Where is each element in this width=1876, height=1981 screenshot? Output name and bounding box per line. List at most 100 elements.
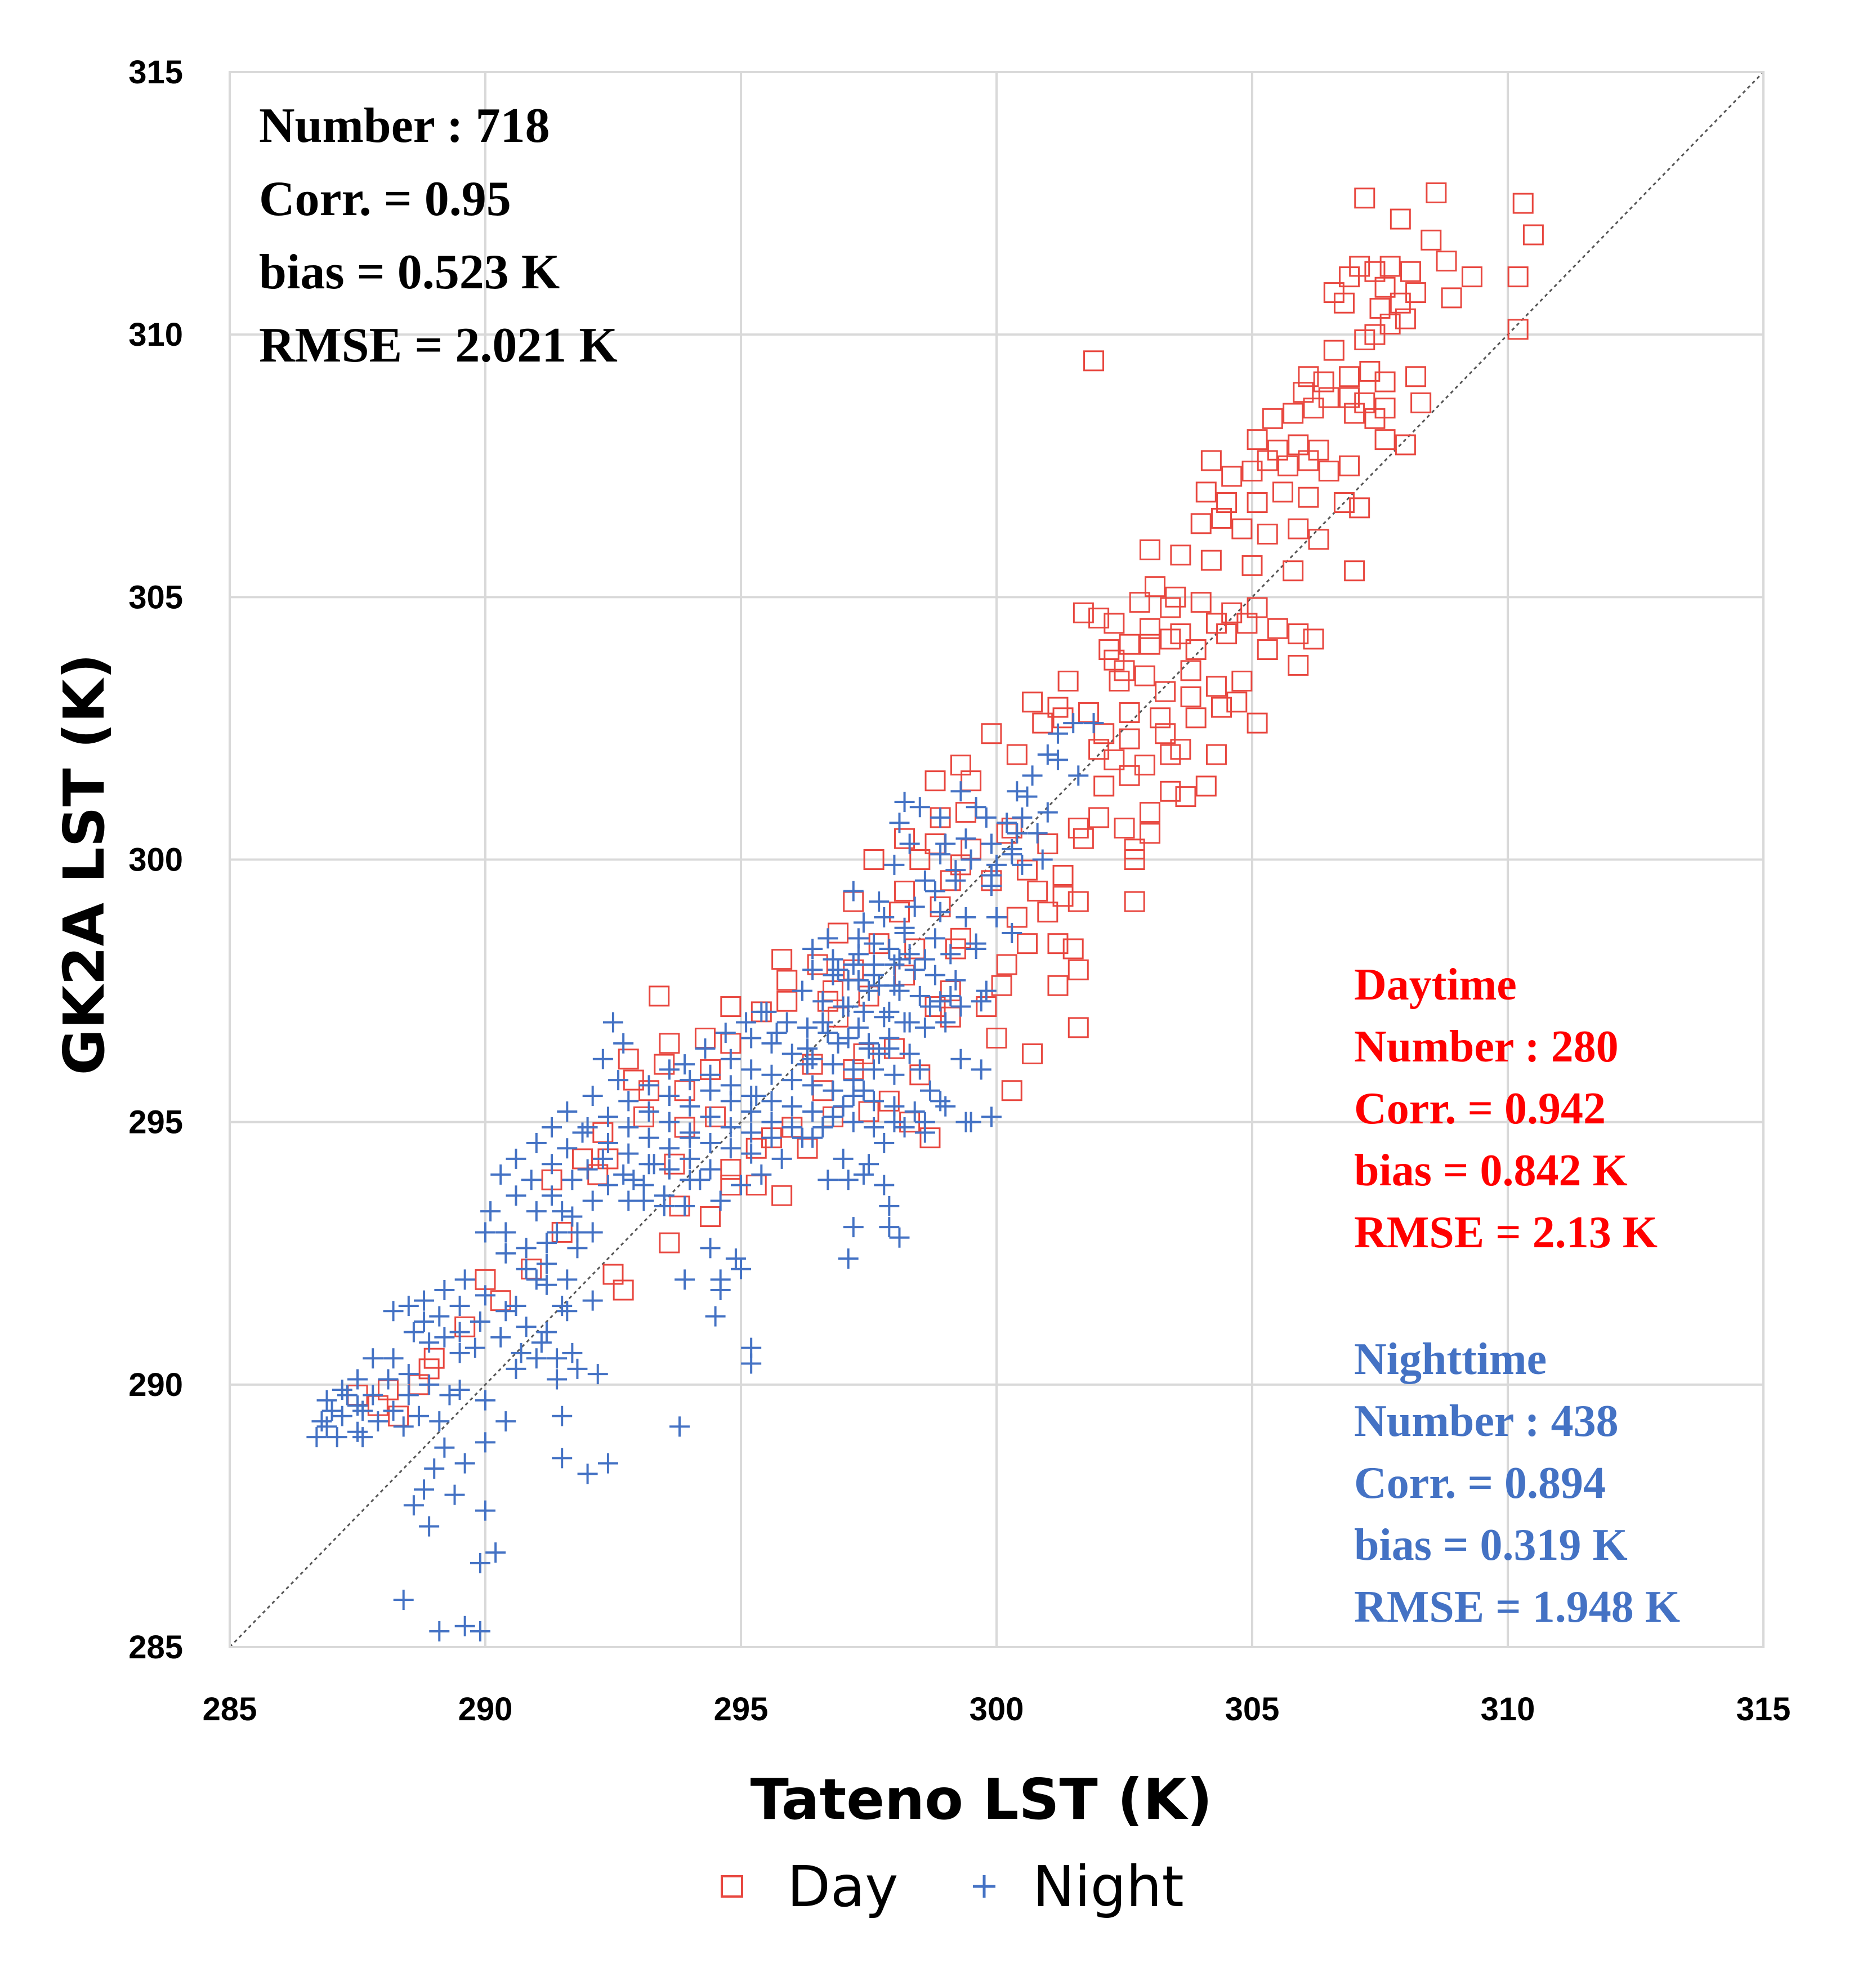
night-point [592,1148,613,1169]
night-point [434,1437,455,1458]
day-point [1139,633,1160,655]
night-point [633,1190,654,1211]
night-point [823,1054,843,1075]
day-point [1374,276,1396,298]
night-point [542,1117,562,1137]
night-point [1002,838,1022,859]
night-point [950,1048,971,1069]
day-point [1175,786,1196,807]
day-point [1052,864,1074,886]
day-point [1001,818,1022,839]
night-point [853,912,874,933]
night-point [961,1112,981,1132]
day-point [664,1153,685,1175]
night-point [909,1059,930,1080]
night-point [429,1621,450,1642]
day-point [700,1206,721,1227]
day-point [1032,712,1053,734]
night-point [1063,713,1084,734]
night-point [853,1164,874,1185]
night-point [971,991,991,1012]
night-point [838,996,859,1017]
day-point [1288,518,1309,539]
day-point [1379,256,1401,277]
night-point [454,1453,475,1474]
night-point [511,1342,531,1363]
night-point [797,1017,818,1038]
night-point [454,1269,475,1290]
night-point [818,928,838,949]
night-point [731,1175,751,1195]
night-point [393,1590,414,1610]
night-point [316,1390,337,1411]
night-point [884,1064,905,1085]
day-point [1190,513,1212,534]
night-point [879,1217,900,1238]
day-point [659,1033,680,1054]
day-point [1205,676,1227,697]
night-point [414,1290,435,1311]
night-point [352,1400,373,1421]
night-point [930,902,951,922]
night-point [398,1385,419,1406]
night-point [393,1416,414,1437]
night-point [680,1070,700,1091]
night-point [802,939,823,959]
night-point [603,1012,623,1033]
day-point [1349,497,1370,519]
day-point [1318,387,1339,408]
night-point [495,1222,516,1243]
legend-night-marker [973,1875,995,1898]
day-point [1047,697,1069,718]
night-point [843,954,864,975]
night-point [495,1411,516,1432]
night-point [884,954,905,975]
night-point [475,1222,495,1243]
night-point [475,1432,495,1453]
night-point [506,1185,526,1206]
night-point [843,1217,864,1238]
night-point [470,1552,490,1573]
day-stats-title: Daytime [1354,960,1517,1010]
day-point [1119,765,1140,786]
day-point [1522,224,1544,246]
day-point [1247,492,1268,514]
day-point [1006,907,1028,928]
night-point [582,1190,603,1211]
night-point [470,1621,490,1642]
night-point [823,1080,843,1101]
night-point [659,1059,680,1080]
day-point [1333,492,1355,514]
day-point [1073,828,1094,849]
night-point [705,1306,726,1327]
day-point [423,1348,445,1369]
day-point [1134,755,1155,776]
night-point [597,1132,618,1153]
night-point [597,1453,618,1474]
night-point [547,1369,568,1390]
day-point [1114,818,1135,839]
day-point [1160,597,1181,618]
night-point [368,1411,388,1432]
night-point [833,1148,854,1169]
night-point [864,1059,885,1080]
x-tick-label: 305 [1225,1691,1280,1728]
night-point [761,1064,782,1085]
day-point [1067,959,1089,980]
night-point [838,1028,859,1048]
overall-rmse: RMSE = 2.021 K [259,318,618,373]
night-point [536,1253,557,1274]
night-point [378,1369,399,1390]
night-point [741,1122,762,1143]
day-point [1354,188,1375,209]
night-point [859,980,879,1001]
day-point [1067,818,1089,839]
night-point [363,1348,383,1369]
night-point [306,1427,327,1448]
day-point [1124,849,1145,870]
night-point [1068,765,1089,786]
day-point [1395,308,1416,329]
night-point [935,1012,956,1033]
